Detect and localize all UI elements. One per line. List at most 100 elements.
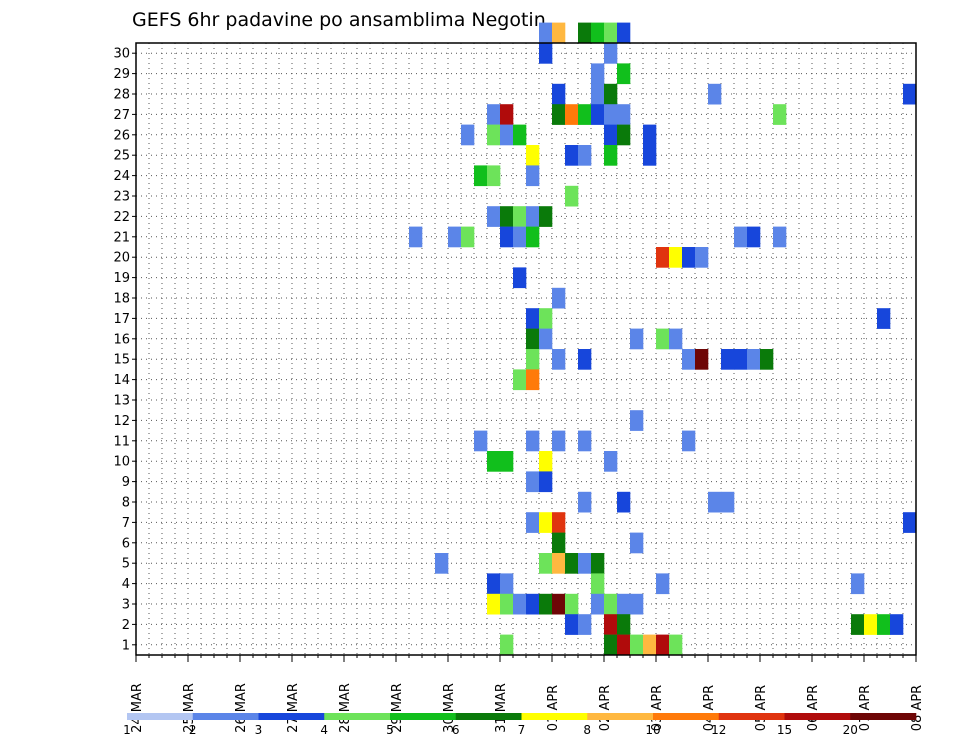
heatmap-cell	[643, 145, 657, 166]
x-tick-label: 28 MAR	[338, 683, 353, 733]
heatmap-cell	[617, 491, 631, 513]
heatmap-cell	[500, 634, 514, 656]
y-tick-label: 16	[113, 332, 130, 347]
y-tick-label: 18	[113, 292, 130, 307]
heatmap-cell	[539, 328, 553, 350]
heatmap-cell	[526, 471, 540, 493]
heatmap-cell	[513, 226, 527, 248]
heatmap-cell	[526, 593, 540, 615]
heatmap-cell	[513, 206, 527, 227]
x-tick-label: 26 MAR	[234, 683, 249, 733]
heatmap-cell	[773, 104, 787, 125]
heatmap-cell	[851, 614, 865, 635]
heatmap-cell	[513, 124, 527, 146]
heatmap-cell	[539, 22, 553, 44]
heatmap-cell	[604, 593, 618, 615]
colorbar-swatch	[521, 713, 588, 720]
colorbar-label: 8	[583, 723, 591, 737]
x-tick-label: 29 MAR	[390, 683, 405, 733]
y-tick-label: 28	[113, 88, 130, 103]
heatmap-cell	[526, 308, 540, 329]
heatmap-cell	[513, 267, 527, 289]
heatmap-cell	[591, 553, 605, 574]
heatmap-cell	[448, 226, 462, 248]
heatmap-cell	[500, 451, 514, 472]
y-tick-label: 27	[113, 108, 130, 123]
heatmap-cell	[526, 226, 540, 248]
heatmap-cell	[526, 349, 540, 370]
heatmap-cell	[539, 206, 553, 227]
heatmap-cell	[500, 573, 514, 595]
heatmap-cell	[747, 349, 761, 370]
heatmap-cell	[643, 634, 657, 656]
heatmap-cell	[487, 104, 501, 125]
colorbar-label: 2	[189, 723, 197, 737]
heatmap-cell	[591, 104, 605, 125]
colorbar-swatch	[127, 713, 194, 720]
heatmap-cell	[487, 573, 501, 595]
heatmap-cell	[721, 491, 735, 513]
y-tick-label: 24	[113, 169, 130, 184]
heatmap-cell	[591, 83, 605, 105]
heatmap-cell	[539, 308, 553, 329]
heatmap-cell	[734, 226, 748, 248]
x-tick-label: 06 APR	[806, 685, 821, 731]
heatmap-cell	[552, 104, 566, 125]
heatmap-cell	[526, 165, 540, 187]
heatmap-cell	[578, 22, 592, 44]
heatmap-cell	[500, 226, 514, 248]
colorbar-swatch	[390, 713, 457, 720]
heatmap-cell	[487, 165, 501, 187]
heatmap-cell	[552, 593, 566, 615]
x-tick-label: 02 APR	[598, 685, 613, 731]
heatmap-cell	[578, 349, 592, 370]
heatmap-cell	[552, 532, 566, 554]
y-tick-label: 15	[113, 353, 130, 368]
heatmap-cell	[578, 553, 592, 574]
heatmap-cell	[591, 22, 605, 44]
heatmap-cell	[552, 430, 566, 452]
heatmap-cell	[656, 634, 670, 656]
colorbar-legend: 1 2 3 4 5 6 7 8 10 12 15 20	[123, 713, 917, 737]
colorbar-swatch	[850, 713, 917, 720]
heatmap-cell	[617, 63, 631, 85]
colorbar-label: 12	[711, 723, 726, 737]
colorbar-label: 6	[452, 723, 460, 737]
heatmap-cell	[526, 430, 540, 452]
heatmap-cell	[461, 226, 475, 248]
heatmap-cell	[513, 369, 527, 391]
heatmap-cell	[578, 614, 592, 635]
heatmap-cell	[539, 512, 553, 533]
heatmap-cell	[487, 593, 501, 615]
heatmap-cell	[773, 226, 787, 248]
heatmap-cell	[487, 206, 501, 227]
heatmap-cell	[552, 22, 566, 44]
heatmap-cell	[656, 573, 670, 595]
heatmap-cell	[604, 83, 618, 105]
y-tick-label: 11	[113, 434, 130, 449]
heatmap-cell	[552, 83, 566, 105]
heatmap-cells	[409, 22, 917, 656]
heatmap-cell	[565, 553, 579, 574]
x-tick-label: 24 MAR	[130, 683, 145, 733]
heatmap-cell	[500, 124, 514, 146]
heatmap-cell	[708, 491, 722, 513]
heatmap-cell	[500, 206, 514, 227]
colorbar-swatch	[192, 713, 259, 720]
x-axis: 24 MAR 25 MAR 26 MAR 27 MAR 28 MAR 29 MAR 30 M…	[130, 655, 925, 733]
x-tick-label: 25 MAR	[182, 683, 197, 733]
heatmap-cell	[682, 247, 696, 268]
heatmap-cell	[630, 328, 644, 350]
heatmap-cell	[539, 471, 553, 493]
heatmap-cell	[721, 349, 735, 370]
colorbar-label: 20	[843, 723, 858, 737]
heatmap-cell	[656, 328, 670, 350]
y-tick-label: 6	[122, 536, 130, 551]
heatmap-cell	[435, 553, 449, 574]
heatmap-cell	[526, 328, 540, 350]
heatmap-cell	[539, 593, 553, 615]
colorbar-swatch	[587, 713, 654, 720]
colorbar-swatch	[718, 713, 785, 720]
y-tick-label: 1	[122, 638, 130, 653]
